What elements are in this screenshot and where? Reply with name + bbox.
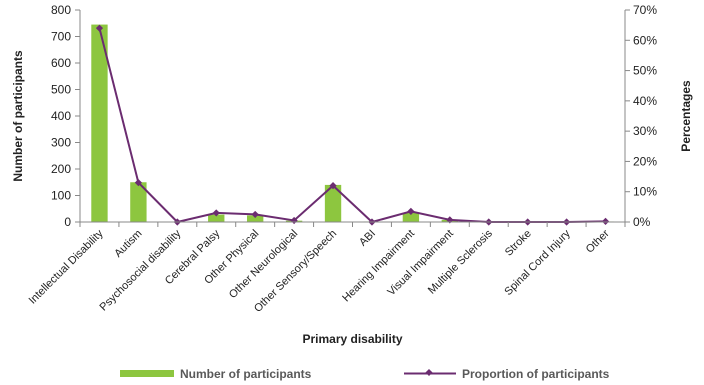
left-axis-title: Number of participants bbox=[11, 50, 25, 182]
right-tick-label: 50% bbox=[633, 64, 657, 78]
legend-bar-swatch bbox=[120, 370, 174, 377]
line-point bbox=[134, 179, 142, 187]
right-tick-label: 60% bbox=[633, 33, 657, 47]
left-tick-label: 600 bbox=[51, 56, 71, 70]
category-label: ABI bbox=[357, 228, 378, 249]
right-tick-label: 0% bbox=[633, 215, 651, 229]
legend-line-label: Proportion of participants bbox=[462, 367, 610, 381]
left-tick-label: 500 bbox=[51, 83, 71, 97]
right-tick-label: 30% bbox=[633, 124, 657, 138]
bar bbox=[324, 184, 342, 222]
left-tick-label: 200 bbox=[51, 162, 71, 176]
line-point bbox=[329, 182, 337, 190]
left-tick-label: 0 bbox=[64, 215, 71, 229]
right-tick-label: 20% bbox=[633, 154, 657, 168]
bar-series bbox=[91, 24, 614, 223]
category-label: Autism bbox=[112, 228, 144, 260]
category-label: Other Neurological bbox=[227, 228, 300, 301]
legend: Number of participants Proportion of par… bbox=[120, 367, 610, 381]
line-point bbox=[601, 217, 610, 225]
x-axis-title: Primary disability bbox=[302, 332, 402, 346]
bar bbox=[130, 182, 147, 222]
bar bbox=[247, 215, 264, 222]
line-series bbox=[95, 24, 610, 226]
left-axis-ticks: 0 100 200 300 400 500 600 700 800 bbox=[51, 3, 80, 229]
left-tick-label: 800 bbox=[51, 3, 71, 17]
left-tick-label: 300 bbox=[51, 136, 71, 150]
line-point bbox=[95, 24, 104, 32]
category-label: Other bbox=[584, 227, 612, 255]
line-point bbox=[290, 216, 298, 225]
line-point bbox=[212, 209, 220, 217]
line-path bbox=[98, 27, 606, 224]
left-tick-label: 100 bbox=[51, 189, 71, 203]
category-labels: Intellectual Disability AutismPsychosocia… bbox=[27, 222, 626, 315]
right-axis-ticks: 0% 10% 20% 30% 40% 50% 60% 70% bbox=[625, 3, 657, 229]
line-point bbox=[407, 207, 415, 215]
right-tick-label: 70% bbox=[633, 3, 657, 17]
category-label: Hearing Impairment bbox=[340, 228, 417, 305]
legend-bar-label: Number of participants bbox=[180, 367, 312, 381]
right-axis-title: Percentages bbox=[679, 80, 693, 152]
legend-line-marker bbox=[425, 368, 433, 377]
category-label: Spinal Cord Injury bbox=[502, 227, 573, 298]
left-tick-label: 700 bbox=[51, 30, 71, 44]
bar bbox=[91, 24, 108, 223]
line-point bbox=[251, 210, 259, 219]
category-label: Stroke bbox=[503, 228, 534, 259]
category-label: Intellectual Disability bbox=[27, 227, 106, 306]
left-tick-label: 400 bbox=[51, 109, 71, 123]
bar bbox=[402, 212, 420, 222]
bar bbox=[208, 214, 225, 222]
category-label: Visual Impairment bbox=[385, 228, 456, 299]
right-tick-label: 10% bbox=[633, 185, 657, 199]
right-tick-label: 40% bbox=[633, 94, 657, 108]
